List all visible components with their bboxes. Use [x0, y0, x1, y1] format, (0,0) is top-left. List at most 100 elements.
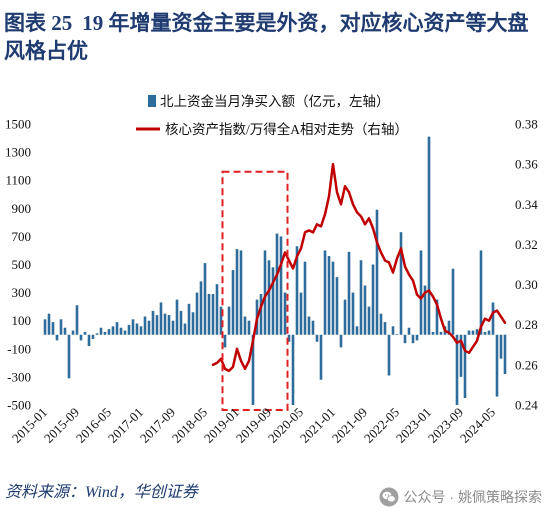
bar-2019-04: [247, 320, 251, 335]
legend-label-bar: 北上资金当月净买入额（亿元，左轴）: [160, 94, 390, 109]
legend-label-line: 核心资产指数/万得全A相对走势（右轴）: [165, 121, 408, 137]
bar-2016-02: [95, 333, 99, 335]
bar-2016-01: [91, 334, 95, 339]
bar-2019-12: [279, 236, 283, 335]
bar-2020-07: [307, 316, 311, 335]
bar-2022-01: [379, 313, 383, 335]
left-tick-label: 1100: [5, 173, 31, 188]
bar-2020-11: [323, 250, 327, 335]
bar-2015-09: [75, 305, 79, 335]
bar-2017-09: [171, 320, 175, 335]
bar-2021-07: [355, 326, 359, 335]
bar-2018-11: [227, 306, 231, 335]
bar-2018-05: [203, 263, 207, 335]
bar-2021-10: [367, 306, 371, 335]
bar-2020-12: [327, 256, 331, 335]
bar-2018-04: [199, 281, 203, 335]
bar-2024-05: [491, 302, 495, 335]
right-tick-label: 0.26: [515, 357, 538, 372]
bar-2023-10: [463, 334, 467, 398]
bar-2021-08: [359, 260, 363, 335]
bar-2017-06: [159, 302, 163, 335]
bar-2022-10: [415, 334, 419, 341]
bar-2018-01: [187, 303, 191, 335]
bar-2016-08: [119, 327, 123, 335]
bar-2022-11: [419, 250, 423, 335]
left-tick-label: 700: [12, 229, 32, 244]
bar-2015-01: [43, 319, 47, 335]
wechat-icon: [379, 487, 399, 507]
bar-2017-02: [143, 316, 147, 335]
bar-2021-12: [375, 209, 379, 335]
bar-2020-08: [311, 320, 315, 335]
bar-2021-09: [363, 285, 367, 335]
left-tick-label: 1300: [5, 145, 31, 160]
bar-2017-04: [151, 310, 155, 335]
bar-2023-01: [427, 136, 431, 335]
bar-2016-05: [107, 329, 111, 335]
bar-2020-05: [299, 292, 303, 335]
bar-2018-08: [215, 284, 219, 335]
bar-2021-02: [335, 277, 339, 335]
bar-2016-10: [127, 324, 131, 335]
x-tick-label: 2024-05: [457, 405, 498, 446]
bar-2015-07: [67, 334, 71, 379]
bar-2015-05: [59, 319, 63, 335]
bar-2020-10: [319, 334, 323, 380]
left-tick-label: -300: [7, 369, 31, 384]
left-axis: 1500 1300 1100 900 700 500 300 100 -100 -300 -500: [5, 117, 31, 413]
bar-2015-03: [51, 322, 55, 335]
bar-2023-03: [435, 299, 439, 335]
bar-2018-12: [231, 270, 235, 335]
watermark-text: 公众号 · 姚佩策略探索: [403, 489, 542, 505]
bar-series: [43, 136, 507, 405]
bar-2023-02: [431, 331, 435, 335]
bar-2019-01: [235, 249, 239, 335]
bar-2018-10: [223, 334, 227, 348]
bar-2017-01: [139, 326, 143, 335]
bar-2023-04: [439, 331, 443, 335]
bar-2023-06: [447, 320, 451, 335]
bar-2017-11: [179, 310, 183, 335]
highlight-box: [221, 170, 289, 411]
bar-2016-07: [115, 322, 119, 335]
bar-2016-12: [135, 323, 139, 335]
left-tick-label: 500: [12, 257, 32, 272]
right-tick-label: 0.28: [515, 317, 538, 332]
source-note: 资料来源：Wind，华创证券: [5, 484, 198, 501]
bar-2021-04: [343, 299, 347, 335]
bar-2019-03: [243, 316, 247, 335]
right-tick-label: 0.34: [515, 197, 538, 212]
bar-2019-10: [271, 267, 275, 335]
right-tick-label: 0.32: [515, 237, 538, 252]
bar-2022-09: [411, 334, 415, 344]
bar-2020-06: [303, 261, 307, 335]
bar-2019-07: [259, 294, 263, 335]
legend-swatch-bar: [148, 95, 156, 107]
bar-2022-02: [383, 322, 387, 335]
left-tick-label: -500: [7, 398, 31, 413]
bar-2018-07: [211, 294, 215, 335]
bar-2018-02: [191, 312, 195, 335]
watermark: 公众号 · 姚佩策略探索: [379, 486, 542, 508]
bar-2019-11: [275, 233, 279, 335]
right-tick-label: 0.30: [515, 277, 538, 292]
bar-2022-03: [387, 334, 391, 376]
bar-2015-11: [83, 331, 87, 335]
figure-label: 图表 25: [4, 11, 73, 35]
bar-2015-02: [47, 313, 51, 335]
left-tick-label: 100: [12, 313, 32, 328]
bar-2023-11: [467, 330, 471, 335]
bar-2020-09: [315, 334, 319, 342]
bar-2020-04: [295, 246, 299, 335]
bar-2017-03: [147, 320, 151, 335]
bar-2015-04: [55, 334, 59, 341]
figure-title-text: 19 年增量资金主要是外资，对应核心资产等大盘风格占优: [4, 11, 529, 63]
left-tick-label: 1500: [5, 117, 31, 132]
figure-title: 图表 25 19 年增量资金主要是外资，对应核心资产等大盘风格占优: [4, 9, 546, 65]
bar-2019-08: [263, 250, 267, 335]
bar-2017-07: [163, 313, 167, 335]
bar-2024-02: [479, 250, 483, 335]
bar-2023-08: [455, 334, 459, 405]
